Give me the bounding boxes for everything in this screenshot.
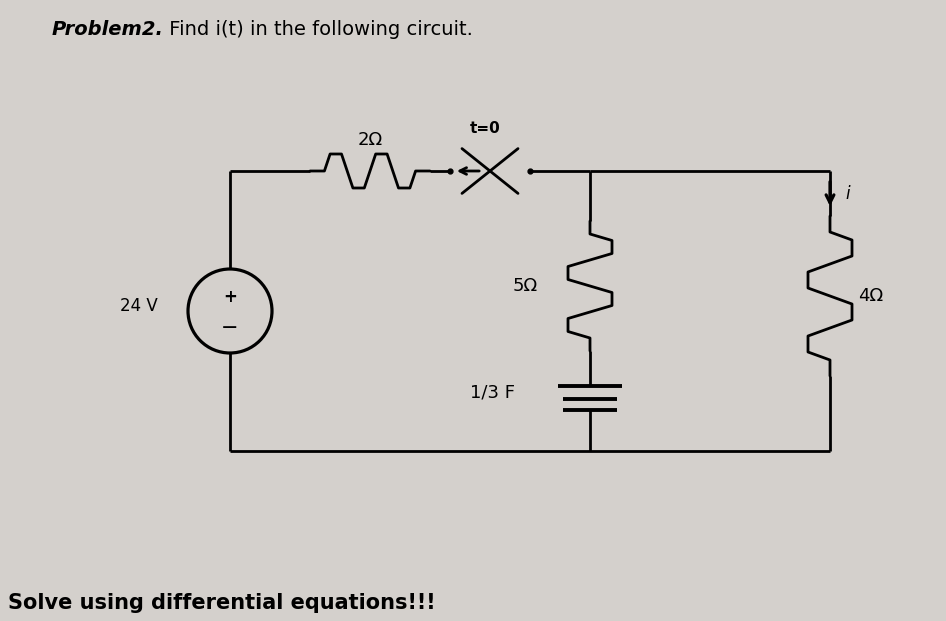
Text: 5Ω: 5Ω [513, 277, 537, 295]
Text: 2Ω: 2Ω [358, 131, 382, 149]
Text: 1/3 F: 1/3 F [470, 384, 515, 402]
Text: 24 V: 24 V [120, 297, 158, 315]
Text: i: i [845, 185, 850, 203]
Text: 4Ω: 4Ω [858, 287, 884, 305]
Text: Problem2.: Problem2. [52, 20, 164, 39]
Text: t=0: t=0 [469, 121, 500, 136]
Text: Find i(t) in the following circuit.: Find i(t) in the following circuit. [163, 20, 473, 39]
Text: +: + [223, 288, 236, 306]
Text: Solve using differential equations!!!: Solve using differential equations!!! [8, 593, 435, 613]
Text: −: − [221, 318, 238, 338]
